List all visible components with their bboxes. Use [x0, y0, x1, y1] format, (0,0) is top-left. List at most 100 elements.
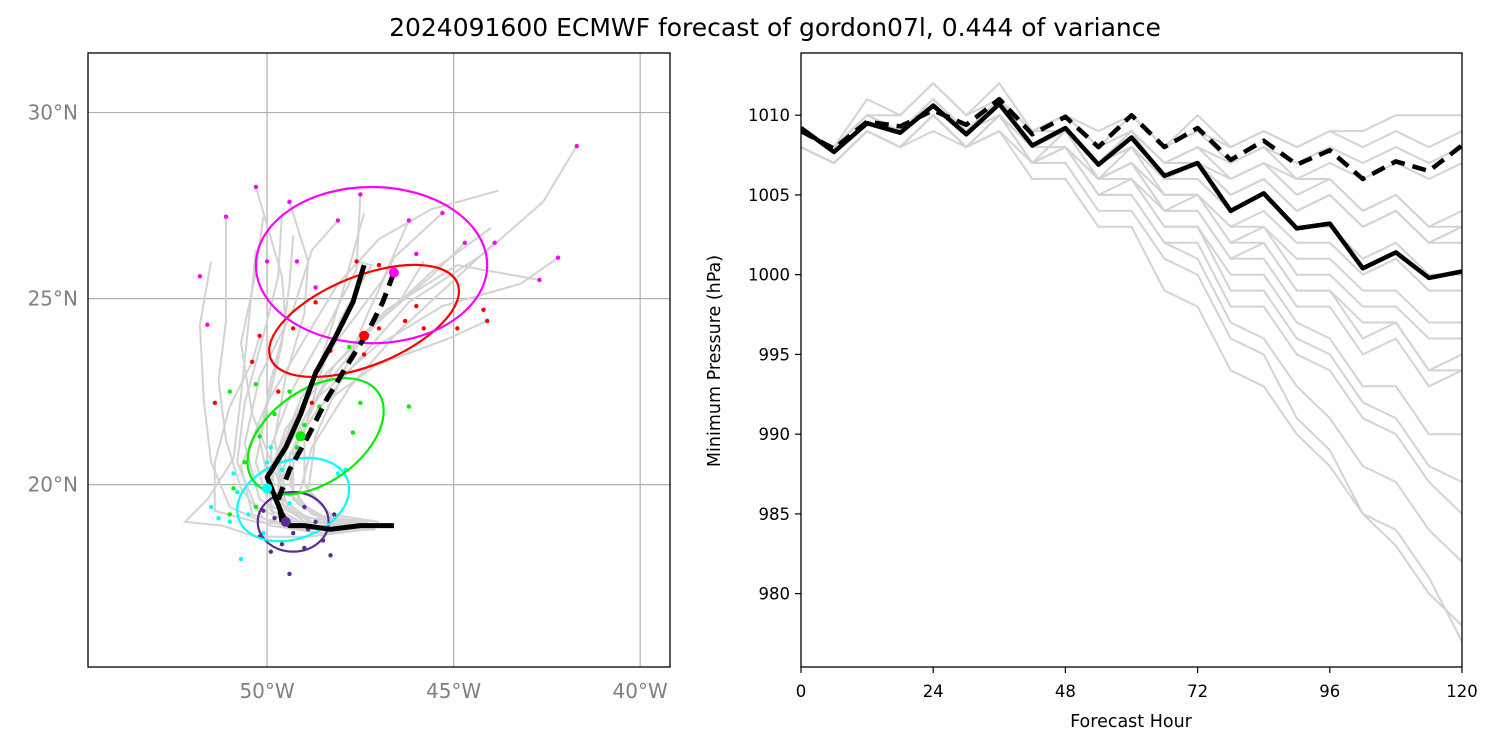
ensemble-point — [253, 504, 259, 510]
mean-pressure-dashed — [801, 96, 1462, 182]
ensemble-point — [361, 352, 367, 357]
map-tick-labels: 50°W 45°W 40°W 20°N 25°N 30°N — [28, 101, 668, 703]
ensemble-point — [462, 240, 468, 245]
ensemble-point — [421, 326, 426, 331]
ensemble-point — [249, 359, 255, 365]
ensemble-point — [235, 489, 240, 495]
ensemble-point — [272, 411, 277, 417]
ensemble-track — [288, 319, 488, 527]
x-tick-label: 72 — [1187, 682, 1208, 701]
spread-ellipse — [256, 491, 330, 553]
ensemble-point — [354, 259, 359, 264]
ensemble-point — [484, 318, 490, 324]
x-tick-label: 96 — [1319, 682, 1340, 701]
ensemble-tracks — [182, 145, 578, 538]
ensemble-pressure-line — [801, 97, 1462, 245]
mean-track-dashed — [275, 271, 397, 523]
ensemble-point — [335, 471, 341, 476]
ensemble-point — [227, 389, 232, 394]
map-frame — [87, 52, 671, 668]
ensemble-point — [227, 519, 232, 525]
ensemble-point — [268, 445, 274, 450]
ensemble-point — [332, 512, 337, 517]
centroid-marker — [262, 483, 273, 494]
ensemble-point — [276, 389, 281, 394]
ensemble-point — [294, 259, 300, 264]
ensemble-pressure-line — [801, 97, 1462, 563]
ensemble-point — [335, 218, 341, 223]
ensemble-point — [246, 512, 251, 517]
ensemble-point — [402, 318, 408, 324]
spread-ellipse — [236, 456, 351, 543]
ensemble-point — [376, 262, 382, 268]
ensemble-point — [406, 404, 412, 409]
ensemble-point — [197, 274, 203, 279]
x-tick-label: 24 — [923, 682, 944, 701]
spread-ellipses — [236, 185, 489, 553]
ensemble-pressure-line — [801, 97, 1462, 388]
lon-tick-label: 40°W — [613, 679, 668, 703]
ensemble-point — [223, 214, 229, 219]
ensemble-pressure-line — [801, 97, 1462, 340]
ensemble-point — [264, 259, 270, 264]
centroid-marker — [280, 516, 291, 527]
pressure-frame — [800, 52, 1463, 668]
x-axis-label: Forecast Hour — [1070, 712, 1193, 732]
ensemble-point — [414, 303, 419, 309]
lat-tick-label: 20°N — [28, 473, 78, 497]
ensemble-point — [287, 571, 292, 577]
ensemble-point — [279, 467, 285, 472]
ensemble-point — [287, 501, 292, 506]
ensemble-point — [253, 381, 259, 387]
spread-ellipse — [268, 263, 461, 379]
ensemble-pressure-line — [801, 113, 1462, 515]
y-tick-label: 1010 — [748, 106, 790, 125]
y-tick-label: 980 — [759, 585, 791, 604]
ensemble-point — [205, 322, 210, 327]
ensemble-point — [358, 192, 363, 197]
spread-ellipse — [246, 377, 385, 496]
ensemble-track — [273, 201, 372, 527]
x-tick-label: 120 — [1446, 682, 1478, 701]
ensemble-point — [492, 240, 497, 245]
pressure-panel: 0 24 48 72 96 120 980 985 990 995 1000 1005 1010 For… — [705, 52, 1478, 732]
map-gridlines — [88, 53, 670, 667]
ensemble-point — [290, 326, 296, 331]
ensemble-point — [455, 326, 460, 331]
ensemble-point — [358, 400, 363, 405]
ensemble-point — [481, 307, 486, 312]
ensemble-point — [279, 542, 285, 547]
ensemble-track — [182, 250, 368, 538]
ensemble-points — [197, 143, 579, 577]
lon-tick-label: 50°W — [239, 679, 294, 703]
ensemble-pressure-line — [801, 129, 1462, 627]
ensemble-point — [574, 143, 579, 149]
ensemble-pressure-lines — [801, 81, 1462, 642]
ensemble-point — [287, 199, 292, 205]
ensemble-point — [272, 515, 277, 521]
centroid-marker — [295, 431, 306, 442]
mean-pressure-solid — [801, 101, 1462, 281]
ensemble-track — [277, 145, 578, 535]
ensemble-point — [264, 460, 270, 465]
ensemble-point — [287, 389, 292, 394]
pressure-ticks: 0 24 48 72 96 120 980 985 990 995 1000 1005 1010 — [748, 106, 1478, 701]
centroid-marker — [388, 267, 399, 278]
ensemble-point — [231, 486, 236, 491]
ensemble-point — [376, 326, 382, 331]
mean-pressure-lines — [801, 96, 1462, 281]
y-tick-label: 985 — [759, 505, 791, 524]
ensemble-point — [290, 530, 296, 536]
ensemble-point — [208, 504, 214, 510]
lat-tick-label: 25°N — [28, 287, 78, 311]
ensemble-point — [313, 285, 318, 290]
y-tick-label: 990 — [759, 425, 791, 444]
ensemble-point — [350, 430, 356, 435]
ensemble-track — [277, 260, 425, 527]
y-tick-label: 1000 — [748, 266, 790, 285]
mean-track-solid — [264, 264, 394, 532]
ensemble-point — [346, 344, 352, 350]
ensemble-point — [302, 504, 307, 510]
ensemble-pressure-line — [801, 81, 1462, 165]
ensemble-point — [238, 556, 244, 562]
